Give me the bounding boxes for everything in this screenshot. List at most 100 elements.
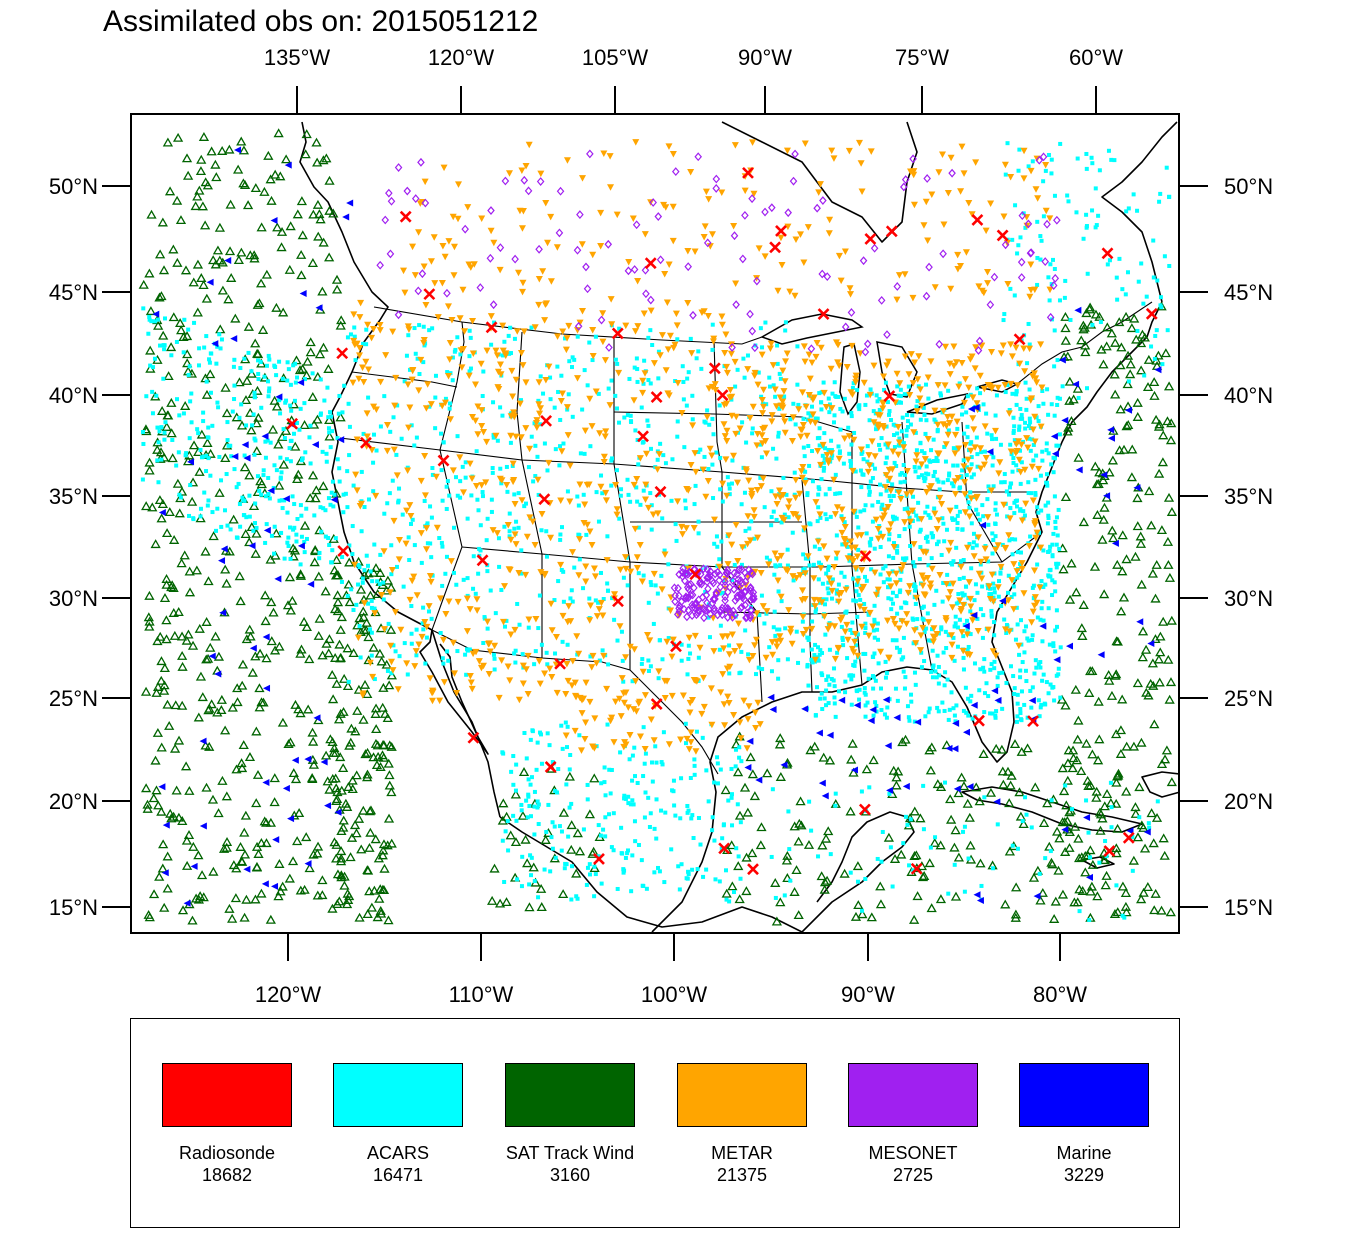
acars-marker: [502, 624, 507, 629]
acars-marker: [866, 676, 871, 681]
metar-marker: [454, 181, 462, 188]
acars-marker: [621, 867, 626, 872]
acars-marker: [936, 681, 941, 686]
sat-track-wind-marker: [853, 900, 864, 910]
sat-track-wind-marker: [217, 285, 229, 295]
acars-marker: [676, 864, 681, 869]
acars-marker: [1025, 361, 1030, 366]
acars-marker: [879, 686, 884, 691]
acars-marker: [817, 391, 822, 396]
acars-marker: [215, 344, 220, 349]
acars-marker: [575, 494, 580, 499]
sat-track-wind-marker: [1140, 644, 1152, 654]
acars-marker: [240, 495, 245, 500]
metar-marker: [906, 583, 914, 590]
acars-marker: [692, 772, 697, 777]
acars-marker: [1026, 480, 1031, 485]
acars-marker: [965, 394, 970, 399]
acars-marker: [965, 435, 970, 440]
acars-marker: [337, 479, 342, 484]
sat-track-wind-marker: [384, 680, 395, 690]
acars-marker: [547, 743, 552, 748]
sat-track-wind-marker: [269, 797, 280, 807]
metar-marker: [664, 346, 672, 353]
sat-track-wind-marker: [1117, 694, 1128, 704]
acars-marker: [481, 369, 486, 374]
metar-marker: [655, 668, 663, 675]
metar-marker: [956, 597, 964, 604]
sat-track-wind-marker: [1107, 525, 1118, 535]
metar-marker: [768, 639, 776, 646]
acars-marker: [162, 347, 167, 352]
sat-track-wind-marker: [935, 782, 947, 792]
metar-marker: [427, 401, 435, 408]
sat-track-wind-marker: [510, 789, 521, 799]
acars-marker: [323, 534, 328, 539]
acars-marker: [677, 887, 682, 892]
acars-marker: [758, 475, 763, 480]
metar-marker: [951, 478, 959, 485]
sat-track-wind-marker: [1010, 909, 1022, 919]
metar-marker: [418, 633, 426, 641]
acars-marker: [1033, 658, 1038, 663]
acars-marker: [885, 400, 890, 405]
metar-marker: [739, 544, 747, 551]
metar-marker: [986, 596, 994, 603]
sat-track-wind-marker: [1112, 907, 1123, 917]
acars-marker: [949, 560, 954, 565]
sat-track-wind-marker: [1146, 808, 1157, 818]
metar-marker: [554, 333, 562, 340]
metar-marker: [406, 404, 414, 411]
metar-marker: [493, 352, 501, 359]
metar-marker: [406, 596, 414, 604]
metar-marker: [397, 626, 405, 634]
metar-marker: [874, 411, 882, 419]
sat-track-wind-marker: [1166, 777, 1177, 787]
acars-marker: [767, 645, 772, 650]
right-tick: [1180, 495, 1208, 497]
metar-marker: [967, 495, 975, 502]
acars-marker: [950, 516, 955, 521]
acars-marker: [1052, 413, 1057, 418]
metar-marker: [710, 516, 718, 524]
metar-marker: [499, 618, 507, 626]
sat-track-wind-marker: [212, 707, 223, 717]
metar-marker: [710, 648, 718, 655]
metar-marker: [466, 672, 474, 680]
acars-marker: [834, 556, 839, 561]
sat-track-wind-marker: [183, 830, 195, 840]
acars-marker: [899, 605, 904, 610]
acars-marker: [897, 534, 902, 539]
acars-marker: [557, 463, 562, 468]
metar-marker: [779, 404, 787, 411]
metar-marker: [579, 175, 587, 182]
acars-marker: [650, 760, 655, 765]
metar-marker: [811, 603, 819, 610]
sat-track-wind-marker: [1150, 414, 1162, 424]
sat-track-wind-marker: [244, 470, 255, 480]
metar-marker: [563, 661, 571, 668]
sat-track-wind-marker: [361, 772, 373, 782]
metar-marker: [912, 458, 920, 466]
acars-marker: [835, 491, 840, 496]
acars-marker: [630, 778, 635, 783]
acars-marker: [1008, 442, 1013, 447]
acars-marker: [559, 829, 564, 834]
acars-marker: [718, 591, 723, 596]
acars-marker: [1041, 548, 1046, 553]
acars-marker: [912, 465, 917, 470]
acars-marker: [727, 492, 732, 497]
metar-marker: [359, 690, 367, 697]
sat-track-wind-marker: [1158, 833, 1169, 843]
acars-marker: [863, 574, 868, 579]
acars-marker: [955, 644, 960, 649]
metar-marker: [723, 438, 731, 445]
metar-marker: [1017, 468, 1025, 476]
metar-marker: [885, 655, 893, 662]
metar-marker: [913, 408, 921, 415]
acars-marker: [455, 493, 460, 498]
bottom-lon-label: 100°W: [640, 982, 708, 1007]
acars-marker: [1036, 404, 1041, 409]
acars-marker: [835, 650, 840, 655]
metar-marker: [592, 388, 600, 396]
